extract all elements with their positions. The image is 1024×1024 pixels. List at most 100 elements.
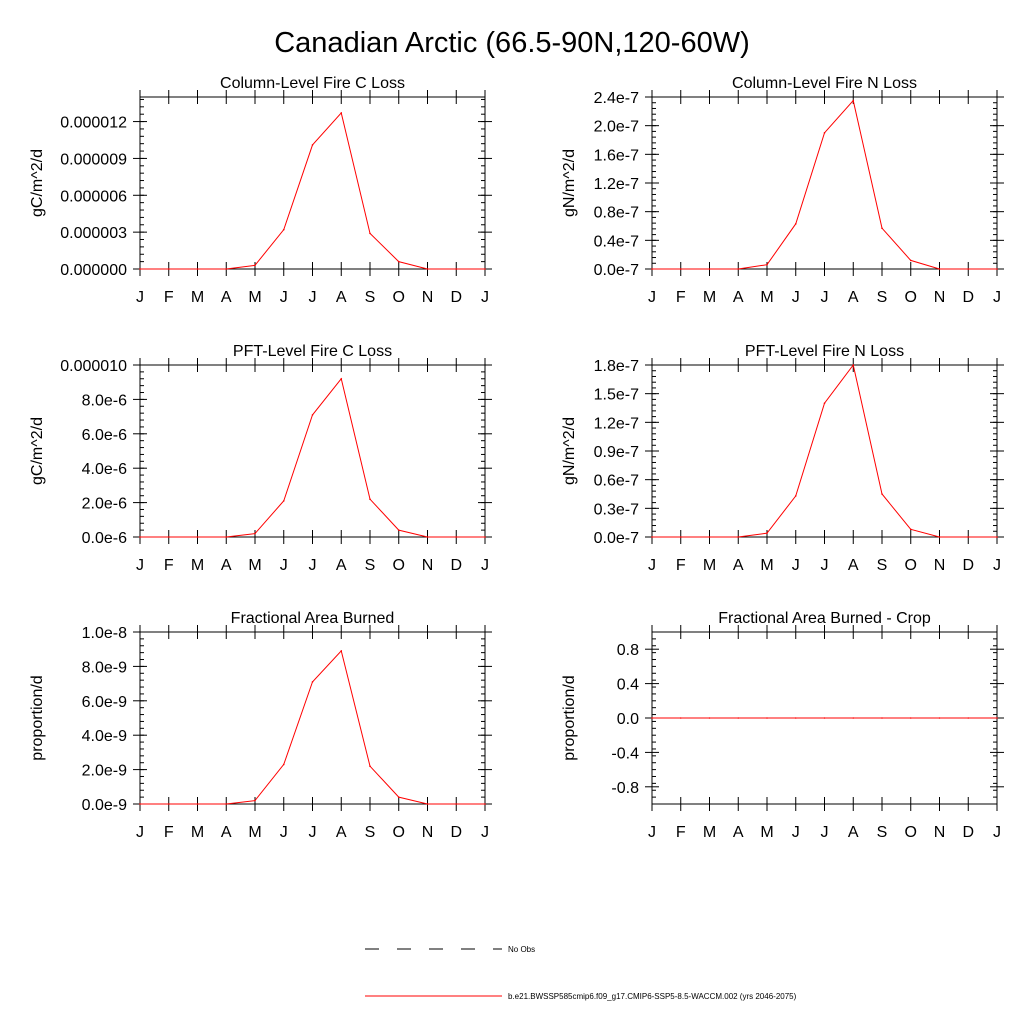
- x-tick-label: J: [821, 289, 829, 306]
- data-point: [881, 227, 883, 229]
- data-point: [708, 536, 711, 538]
- y-tick-label: 0.4e-7: [594, 233, 639, 250]
- x-tick-label: F: [164, 289, 174, 306]
- x-tick-label: F: [676, 289, 686, 306]
- data-point: [369, 232, 371, 235]
- x-tick-label: J: [821, 824, 829, 841]
- data-point: [967, 717, 970, 719]
- x-tick-label: J: [481, 557, 489, 574]
- x-tick-label: M: [248, 557, 261, 574]
- data-point: [196, 536, 199, 538]
- data-point: [679, 268, 682, 270]
- data-point: [340, 650, 343, 652]
- x-tick-label: M: [191, 557, 204, 574]
- data-point: [708, 717, 711, 719]
- data-point: [996, 268, 998, 270]
- y-tick-label: 0.000000: [60, 262, 127, 279]
- x-tick-label: M: [248, 289, 261, 306]
- y-tick-label: 1.6e-7: [594, 147, 639, 164]
- y-tick-label: 0.000009: [60, 151, 127, 168]
- y-tick-label: 4.0e-6: [82, 461, 127, 478]
- series-line-1: [652, 363, 997, 538]
- data-point: [397, 796, 400, 798]
- data-point: [167, 268, 170, 270]
- x-tick-label: J: [993, 289, 1001, 306]
- x-tick-label: F: [676, 824, 686, 841]
- y-tick-label: 2.0e-7: [594, 119, 639, 136]
- data-point: [484, 268, 486, 270]
- x-tick-label: D: [450, 824, 462, 841]
- x-tick-label: J: [309, 289, 317, 306]
- figure-title: Canadian Arctic (66.5-90N,120-60W): [274, 27, 750, 59]
- data-point: [484, 803, 486, 805]
- x-tick-label: S: [877, 557, 888, 574]
- y-tick-label: 1.0e-8: [82, 625, 127, 642]
- data-point: [651, 717, 653, 719]
- y-axis-label: gN/m^2/d: [561, 417, 578, 485]
- y-axis-label: gC/m^2/d: [29, 417, 46, 485]
- x-tick-label: M: [703, 824, 716, 841]
- data-point: [737, 268, 740, 270]
- x-tick-label: D: [450, 557, 462, 574]
- y-tick-label: 1.2e-7: [594, 415, 639, 432]
- data-point: [794, 223, 797, 225]
- data-point: [938, 536, 941, 538]
- data-point: [679, 536, 682, 538]
- y-tick-label: 2.4e-7: [594, 90, 639, 107]
- data-point: [282, 763, 285, 766]
- y-tick-label: -0.4: [611, 745, 639, 762]
- x-tick-label: J: [821, 557, 829, 574]
- data-point: [455, 536, 458, 538]
- data-point: [340, 377, 343, 380]
- x-tick-label: M: [703, 557, 716, 574]
- data-point: [282, 500, 285, 502]
- x-tick-label: A: [336, 557, 347, 574]
- plot-frame: [651, 364, 998, 538]
- data-point: [852, 99, 855, 102]
- data-point: [139, 803, 141, 805]
- y-tick-label: 1.5e-7: [594, 387, 639, 404]
- y-tick-label: 2.0e-9: [82, 763, 127, 780]
- data-point: [455, 268, 458, 270]
- x-tick-label: A: [733, 289, 744, 306]
- data-point: [938, 717, 941, 719]
- x-tick-label: A: [336, 824, 347, 841]
- series-line-1: [140, 649, 485, 805]
- y-tick-label: 1.8e-7: [594, 358, 639, 375]
- x-tick-label: A: [848, 289, 859, 306]
- y-tick-label: 2.0e-6: [82, 496, 127, 513]
- y-tick-label: 6.0e-6: [82, 427, 127, 444]
- data-point: [823, 402, 826, 405]
- x-tick-label: J: [792, 289, 800, 306]
- x-tick-label: M: [248, 824, 261, 841]
- legend-no-obs-label: No Obs: [508, 945, 535, 954]
- x-tick-label: N: [422, 289, 434, 306]
- y-tick-label: 0.0e-9: [82, 797, 127, 814]
- data-point: [225, 803, 228, 805]
- x-tick-label: J: [993, 557, 1001, 574]
- y-tick-label: 0.8e-7: [594, 205, 639, 222]
- x-tick-label: O: [393, 289, 405, 306]
- x-tick-label: O: [905, 289, 917, 306]
- data-point: [996, 536, 998, 538]
- x-tick-label: J: [136, 289, 144, 306]
- data-point: [196, 803, 199, 805]
- data-point: [311, 144, 314, 146]
- plot-frame: [139, 631, 486, 805]
- x-tick-label: A: [733, 824, 744, 841]
- data-point: [455, 803, 458, 805]
- panel-title: Fractional Area Burned - Crop: [718, 610, 931, 627]
- data-point: [852, 717, 855, 719]
- data-point: [881, 493, 883, 495]
- panel-title: PFT-Level Fire C Loss: [233, 343, 392, 360]
- series-line-1: [652, 99, 997, 270]
- data-point: [397, 529, 400, 531]
- data-point: [369, 498, 371, 500]
- y-tick-label: 0.3e-7: [594, 501, 639, 518]
- data-point: [254, 264, 256, 267]
- y-tick-label: 0.8: [617, 642, 639, 659]
- x-tick-label: J: [309, 557, 317, 574]
- y-tick-label: 0.000012: [60, 115, 127, 132]
- x-tick-label: N: [934, 289, 946, 306]
